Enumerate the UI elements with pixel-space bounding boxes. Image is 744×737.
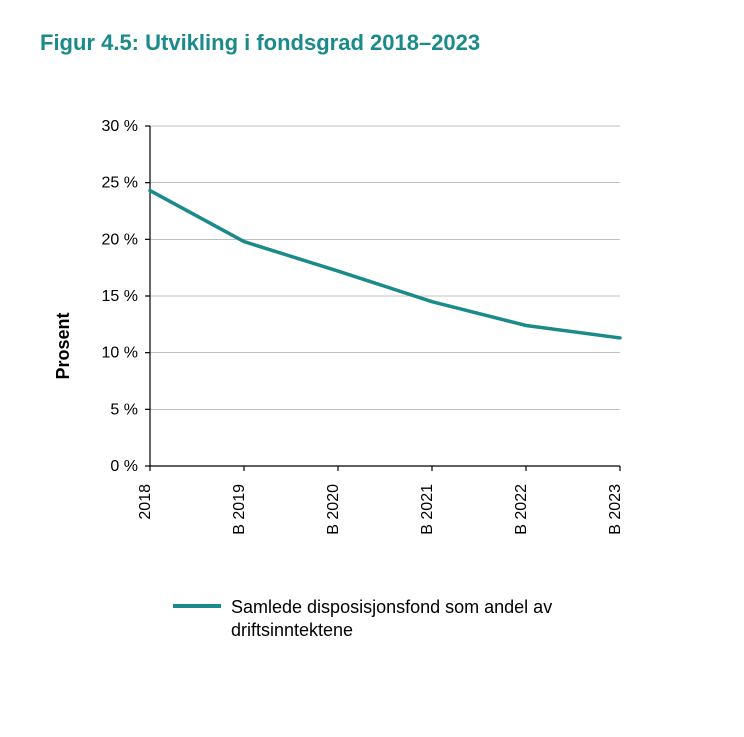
svg-text:10 %: 10 % xyxy=(102,345,138,362)
svg-text:5 %: 5 % xyxy=(110,401,138,418)
svg-text:0 %: 0 % xyxy=(110,458,138,475)
svg-text:B 2023: B 2023 xyxy=(607,484,624,535)
svg-text:30 %: 30 % xyxy=(102,118,138,135)
y-axis-label: Prosent xyxy=(53,312,74,379)
svg-text:B 2022: B 2022 xyxy=(513,484,530,535)
svg-text:B 2020: B 2020 xyxy=(325,484,342,535)
line-chart: 0 % 5 % 10 % 15 % 20 % 25 % 30 % 2018 B 2019 B 20… xyxy=(60,116,640,576)
svg-text:B 2019: B 2019 xyxy=(231,484,248,535)
svg-text:15 %: 15 % xyxy=(102,288,138,305)
legend-text: Samlede disposisjonsfond som andel av dr… xyxy=(231,596,571,643)
svg-text:B 2021: B 2021 xyxy=(419,484,436,535)
legend-swatch xyxy=(173,604,221,608)
chart-title: Figur 4.5: Utvikling i fondsgrad 2018–20… xyxy=(40,30,704,56)
legend: Samlede disposisjonsfond som andel av dr… xyxy=(40,596,704,643)
svg-text:25 %: 25 % xyxy=(102,175,138,192)
svg-text:20 %: 20 % xyxy=(102,231,138,248)
svg-text:2018: 2018 xyxy=(137,484,154,520)
chart-container: Prosent 0 %5 %10 %15 %20 %25 %30 %2018B … xyxy=(60,116,660,576)
